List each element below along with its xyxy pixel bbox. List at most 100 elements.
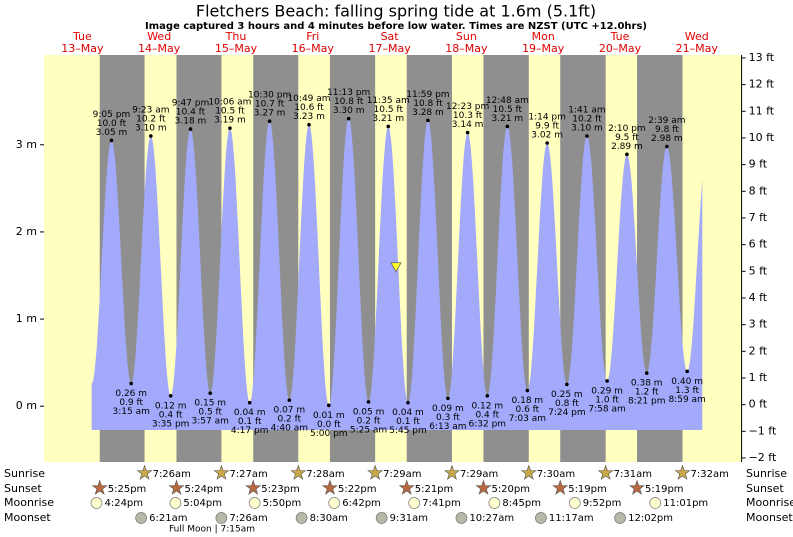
tide-label: 10.8 ft — [413, 99, 443, 109]
moonrise-icon — [568, 497, 581, 509]
moonset-time: 9:31am — [390, 513, 428, 524]
tide-label: 3.10 m — [135, 124, 167, 134]
tide-label: 0.3 ft — [436, 413, 460, 423]
tide-point — [287, 398, 292, 402]
sunrise-icon — [136, 464, 153, 480]
tide-label: 6:32 pm — [469, 419, 507, 429]
y-tick-label: 0 m — [16, 399, 37, 412]
tide-point — [149, 134, 153, 138]
tide-label: 2:39 am — [648, 116, 685, 126]
tide-label: 4:40 am — [271, 424, 308, 434]
sunrise-icon — [290, 464, 307, 480]
tide-label: 3.19 m — [214, 116, 246, 126]
tide-label: 3.27 m — [254, 109, 286, 119]
tide-point — [208, 391, 213, 395]
day-name: Sat — [381, 30, 400, 43]
sunrise-icon — [520, 464, 537, 480]
day-date: 13–May — [61, 42, 104, 55]
sunrise-time: 7:28am — [306, 469, 344, 480]
sunrise-time: 7:26am — [153, 469, 191, 480]
tide-label: 10.4 ft — [176, 108, 206, 118]
sunrise-time: 7:32am — [691, 469, 729, 480]
tide-label: 0.18 m — [512, 396, 544, 406]
y2-tick-label: 6 ft — [749, 238, 768, 251]
tide-label: 7:03 am — [509, 414, 546, 424]
tide-point — [505, 124, 510, 129]
tide-label: 0.1 ft — [238, 417, 262, 427]
moonrise-icon — [328, 497, 341, 509]
sunset-icon — [398, 479, 415, 495]
tide-label: 10.6 ft — [294, 103, 324, 113]
tide-label: 9:05 pm — [93, 110, 131, 120]
tide-label: 10.5 ft — [215, 107, 245, 117]
y2-tick-label: 11 ft — [749, 104, 775, 117]
tide-label: 0.8 ft — [555, 399, 579, 409]
y2-tick-label: 10 ft — [749, 131, 775, 144]
tide-point — [267, 119, 272, 124]
sunrise-time: 7:29am — [460, 469, 498, 480]
y2-tick-label: −1 ft — [749, 424, 777, 437]
sunset-icon — [321, 479, 338, 495]
sunrise-time: 7:30am — [537, 469, 575, 480]
tide-point — [247, 400, 252, 405]
tide-label: 9:23 am — [132, 106, 169, 116]
moonset-icon — [375, 512, 388, 524]
y2-tick-label: 13 ft — [749, 51, 775, 64]
tide-label: 5:00 pm — [310, 429, 348, 439]
tide-label: 0.12 m — [155, 401, 187, 411]
tide-label: 1.0 ft — [595, 395, 619, 405]
tide-label: 9.9 ft — [535, 122, 559, 132]
day-date: 16–May — [292, 42, 335, 55]
sunset-time: 5:20pm — [491, 484, 530, 495]
sunset-time: 5:19pm — [568, 484, 607, 495]
sunset-time: 5:19pm — [645, 484, 684, 495]
tide-label: 3.18 m — [175, 117, 207, 127]
tide-point — [426, 118, 430, 123]
moonset-icon — [295, 512, 308, 524]
tide-point — [446, 396, 450, 401]
y2-tick-label: 2 ft — [749, 344, 768, 357]
y2-tick-label: −2 ft — [749, 451, 777, 464]
day-name: Tue — [610, 30, 630, 43]
tide-label: 8:21 pm — [628, 397, 666, 407]
tide-label: 0.4 ft — [475, 410, 499, 420]
moonrise-icon — [408, 497, 421, 509]
tide-label: 10:30 pm — [248, 91, 291, 101]
y2-tick-label: 12 ft — [749, 78, 775, 91]
tide-label: 6:13 am — [429, 422, 466, 432]
y-tick-label: 1 m — [16, 312, 37, 325]
tide-point — [406, 400, 410, 405]
moonrise-icon — [169, 497, 182, 509]
day-date: 21–May — [676, 42, 719, 55]
tide-label: 0.07 m — [273, 406, 305, 416]
moonrise-time: 5:50pm — [263, 498, 302, 509]
moonset-icon — [135, 512, 147, 524]
sunset-time: 5:23pm — [261, 484, 300, 495]
tide-label: 0.40 m — [671, 377, 703, 387]
tide-label: 0.38 m — [631, 379, 663, 389]
tide-point — [625, 152, 629, 157]
moonrise-time: 11:01pm — [663, 498, 708, 509]
tide-label: 0.01 m — [313, 411, 345, 421]
tide-point — [585, 134, 589, 138]
tide-label: 3.21 m — [372, 114, 404, 124]
moonset-time: 10:27am — [469, 513, 514, 524]
tide-label: 3:57 am — [192, 417, 229, 427]
tide-point — [366, 400, 371, 404]
tide-label: 11:13 pm — [327, 88, 370, 98]
moonrise-icon — [488, 497, 501, 509]
tide-label: 10.0 ft — [97, 119, 127, 129]
sunset-icon — [168, 479, 185, 495]
y2-tick-label: 8 ft — [749, 184, 768, 197]
moonrise-time: 5:04pm — [183, 498, 222, 509]
moonrise-time: 4:24pm — [104, 498, 143, 509]
sunrise-icon — [443, 464, 460, 480]
tide-label: 0.25 m — [551, 390, 583, 400]
tide-point — [545, 141, 549, 145]
moonset-icon — [215, 512, 228, 524]
tide-label: 2:10 pm — [608, 124, 646, 134]
row-label-right: Sunset — [746, 482, 784, 495]
current-tide-marker — [390, 262, 402, 273]
tide-label: 10:06 am — [208, 98, 251, 108]
tide-point — [685, 369, 689, 374]
